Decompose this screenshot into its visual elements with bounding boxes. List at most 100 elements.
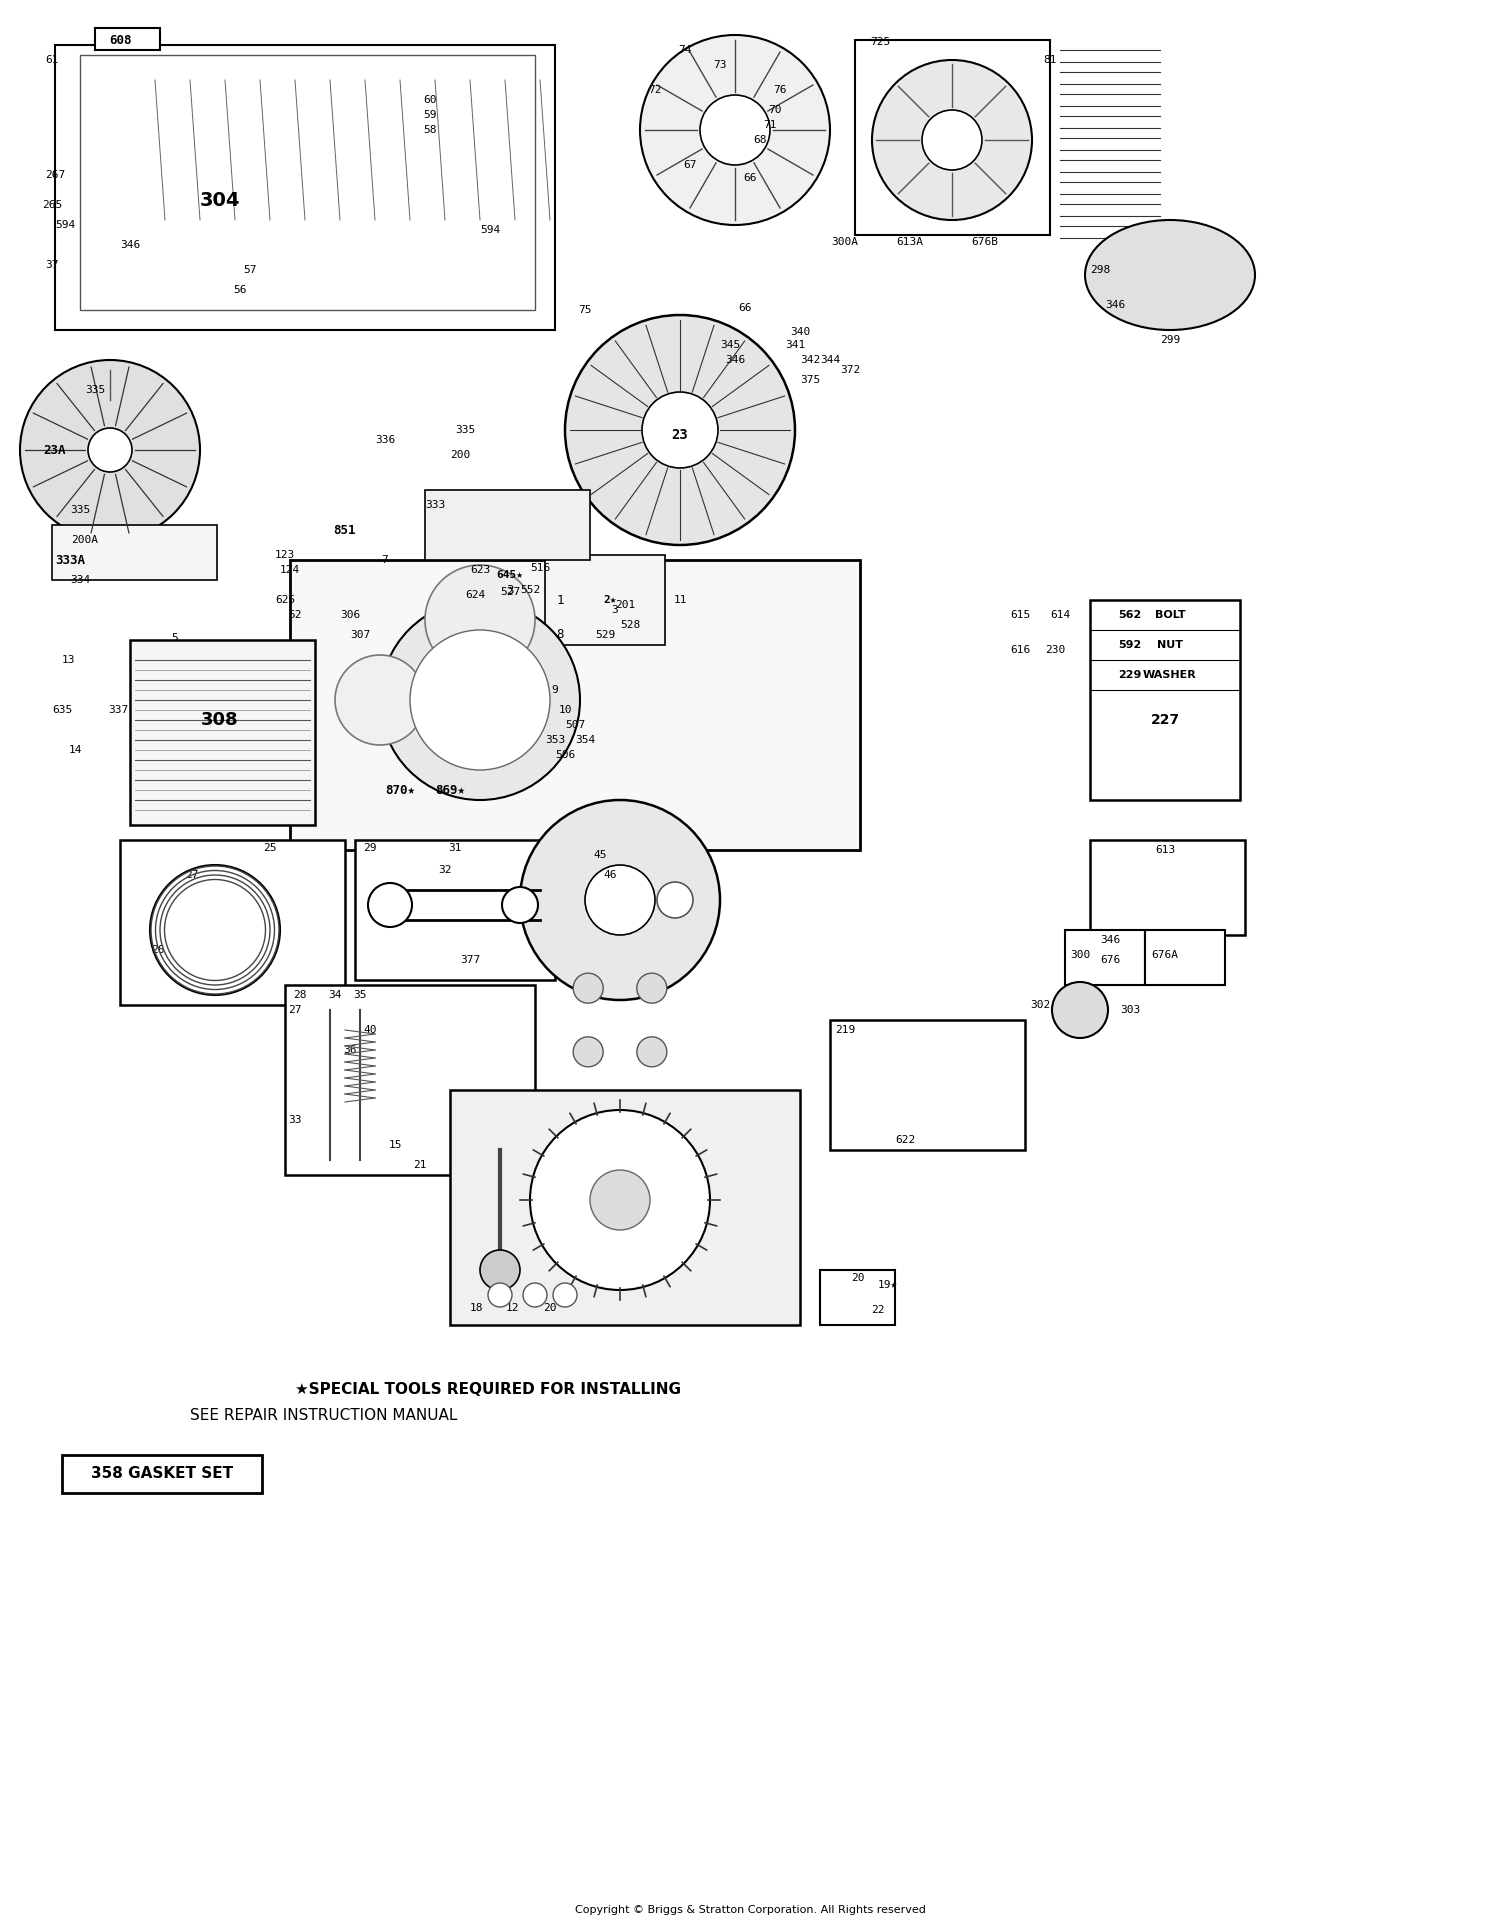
- Text: 353: 353: [544, 734, 566, 746]
- Text: 335: 335: [454, 425, 476, 435]
- Text: 40: 40: [363, 1026, 376, 1036]
- Text: 613A: 613A: [897, 238, 924, 247]
- Text: 19★: 19★: [878, 1281, 898, 1291]
- Text: 27: 27: [186, 869, 198, 879]
- Text: 308: 308: [201, 711, 238, 728]
- Text: 851: 851: [333, 524, 357, 537]
- Circle shape: [503, 887, 538, 923]
- Bar: [80, 54, 536, 309]
- Text: 306: 306: [340, 611, 360, 620]
- Text: 346: 346: [1100, 935, 1120, 945]
- Text: 302: 302: [1030, 1001, 1050, 1010]
- Text: 7: 7: [381, 554, 388, 564]
- Text: 81: 81: [1044, 54, 1056, 66]
- Text: 200: 200: [450, 450, 470, 460]
- Circle shape: [520, 800, 720, 1001]
- Text: 23: 23: [672, 429, 688, 442]
- Text: 26: 26: [152, 945, 165, 954]
- Text: 16: 16: [483, 750, 496, 759]
- Text: 615: 615: [1010, 611, 1031, 620]
- Text: 70: 70: [768, 104, 782, 116]
- Text: 725: 725: [870, 37, 889, 46]
- Ellipse shape: [1084, 220, 1256, 330]
- Text: 20: 20: [543, 1302, 556, 1314]
- Text: 608: 608: [108, 33, 132, 46]
- Text: 12: 12: [506, 1302, 519, 1314]
- Text: 334: 334: [70, 576, 90, 585]
- Text: NUT: NUT: [1156, 639, 1184, 649]
- Bar: [290, 560, 859, 850]
- Circle shape: [871, 60, 1032, 220]
- Text: 645★: 645★: [496, 570, 523, 580]
- Text: WASHER: WASHER: [1143, 670, 1197, 680]
- Text: 676A: 676A: [1152, 951, 1179, 960]
- Text: 676B: 676B: [972, 238, 999, 247]
- Text: 303: 303: [1120, 1005, 1140, 1014]
- Text: 665: 665: [494, 1275, 513, 1285]
- Text: 219: 219: [836, 1026, 855, 1036]
- Circle shape: [700, 95, 770, 164]
- Text: 624: 624: [465, 589, 484, 601]
- Circle shape: [638, 974, 668, 1003]
- Text: 22: 22: [871, 1304, 885, 1316]
- Text: 346: 346: [724, 355, 746, 365]
- Text: 307: 307: [350, 630, 370, 639]
- Text: 25: 25: [264, 842, 276, 854]
- Text: 10: 10: [558, 705, 572, 715]
- Text: 614: 614: [1050, 611, 1070, 620]
- Text: Copyright © Briggs & Stratton Corporation. All Rights reserved: Copyright © Briggs & Stratton Corporatio…: [574, 1905, 926, 1915]
- Bar: [94, 27, 160, 50]
- Text: 344: 344: [821, 355, 840, 365]
- Circle shape: [566, 315, 795, 545]
- Text: 74: 74: [678, 44, 692, 54]
- Circle shape: [573, 1037, 603, 1066]
- Text: 342: 342: [800, 355, 820, 365]
- Bar: [285, 985, 536, 1175]
- Text: 622: 622: [896, 1134, 915, 1146]
- Bar: [830, 1020, 1024, 1150]
- Text: 3: 3: [506, 583, 513, 597]
- Text: 87★: 87★: [440, 734, 460, 746]
- Text: 870★: 870★: [386, 784, 416, 796]
- Text: 33: 33: [288, 1115, 302, 1124]
- Bar: [1144, 929, 1226, 985]
- Bar: [62, 1455, 262, 1493]
- Text: 201: 201: [615, 601, 634, 611]
- Text: 345: 345: [720, 340, 740, 350]
- Circle shape: [590, 1171, 650, 1231]
- Text: 32: 32: [438, 866, 452, 875]
- Text: 56: 56: [234, 286, 246, 296]
- Text: 592: 592: [1119, 639, 1142, 649]
- Circle shape: [334, 655, 424, 746]
- Text: 73: 73: [714, 60, 726, 70]
- Text: 516: 516: [530, 562, 550, 574]
- Text: 552: 552: [520, 585, 540, 595]
- Circle shape: [488, 1283, 512, 1308]
- Text: 75: 75: [579, 305, 591, 315]
- Circle shape: [640, 35, 830, 224]
- Text: 346: 346: [120, 240, 140, 249]
- Text: 341: 341: [784, 340, 806, 350]
- Text: 265: 265: [42, 201, 62, 211]
- Circle shape: [657, 883, 693, 918]
- Circle shape: [410, 630, 550, 771]
- Text: SEE REPAIR INSTRUCTION MANUAL: SEE REPAIR INSTRUCTION MANUAL: [190, 1408, 458, 1422]
- Text: 527: 527: [500, 587, 520, 597]
- Bar: [450, 1090, 800, 1325]
- Text: 594: 594: [56, 220, 75, 230]
- Text: 337: 337: [108, 705, 128, 715]
- Text: 76: 76: [774, 85, 786, 95]
- Text: 5: 5: [171, 634, 178, 643]
- Text: 507: 507: [566, 721, 585, 730]
- Text: 13: 13: [62, 655, 75, 665]
- Text: 613: 613: [1155, 844, 1174, 856]
- Circle shape: [150, 866, 280, 995]
- Text: 358 GASKET SET: 358 GASKET SET: [92, 1466, 232, 1482]
- Text: 229: 229: [1119, 670, 1142, 680]
- Text: 36: 36: [344, 1045, 357, 1055]
- Text: 67: 67: [682, 160, 696, 170]
- Bar: [544, 554, 664, 645]
- Circle shape: [20, 359, 200, 541]
- Text: 3: 3: [612, 605, 618, 614]
- Text: 529: 529: [596, 630, 615, 639]
